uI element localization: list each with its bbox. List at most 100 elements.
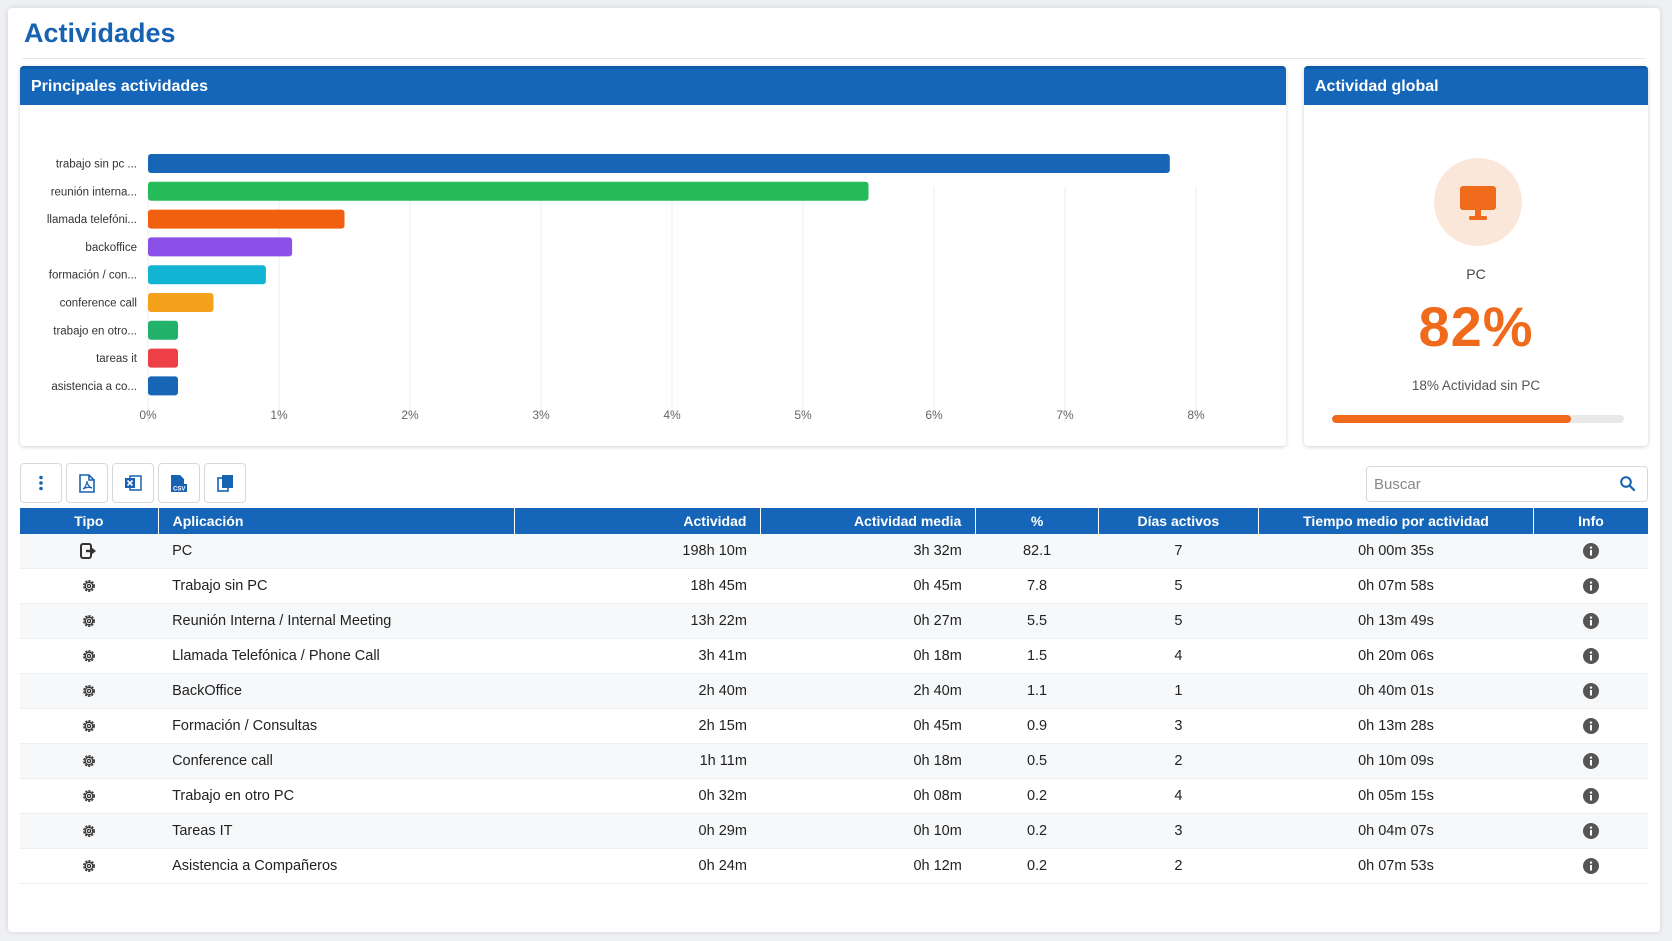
column-header-tiempo-medio[interactable]: Tiempo medio por actividad xyxy=(1258,508,1535,534)
copy-button[interactable] xyxy=(204,463,246,503)
x-tick-label: 3% xyxy=(532,408,550,422)
bar[interactable] xyxy=(148,265,266,285)
cell-actividad-media: 3h 32m xyxy=(760,534,976,569)
global-activity-percent: 82% xyxy=(1418,295,1534,358)
cell-tiempo-medio: 0h 04m 07s xyxy=(1258,813,1534,849)
search-box xyxy=(1366,466,1648,502)
cell-percent: 0.2 xyxy=(975,813,1099,849)
cell-info[interactable] xyxy=(1533,743,1648,779)
cell-actividad-media: 0h 27m xyxy=(760,603,976,639)
gear-icon xyxy=(83,580,95,592)
bar[interactable] xyxy=(148,320,178,340)
bar[interactable] xyxy=(148,209,345,229)
excel-icon xyxy=(125,475,142,491)
more-options-icon xyxy=(39,475,43,491)
cell-percent: 7.8 xyxy=(975,568,1099,604)
cell-info[interactable] xyxy=(1533,848,1648,884)
gear-icon xyxy=(83,860,95,872)
column-header-actividad-media[interactable]: Actividad media xyxy=(760,508,977,534)
bar[interactable] xyxy=(148,376,178,396)
search-input[interactable] xyxy=(1372,467,1616,501)
table-row[interactable]: Formación / Consultas 2h 15m 0h 45m 0.9 3 0h … xyxy=(20,708,1648,744)
category-label: llamada telefóni... xyxy=(47,214,137,226)
cell-dias-activos: 4 xyxy=(1098,638,1259,674)
global-activity-label: PC xyxy=(1466,266,1486,282)
column-header-dias-activos[interactable]: Días activos xyxy=(1098,508,1259,534)
category-label: trabajo en otro... xyxy=(53,325,137,337)
table-row[interactable]: Asistencia a Compañeros 0h 24m 0h 12m 0.2 2 0… xyxy=(20,848,1648,884)
bar[interactable] xyxy=(148,181,869,201)
cell-info[interactable] xyxy=(1533,778,1648,814)
search-icon[interactable] xyxy=(1620,476,1635,491)
top-activities-bar-chart: 0% 1% 2% 3% 4% 5% 6% 7% 8% trabajo sin pc ... reun… xyxy=(47,154,1205,423)
cell-actividad-media: 0h 45m xyxy=(760,568,976,604)
cell-percent: 5.5 xyxy=(975,603,1099,639)
table-row[interactable]: Tareas IT 0h 29m 0h 10m 0.2 3 0h 04m 07s xyxy=(20,813,1648,849)
table-row[interactable]: Llamada Telefónica / Phone Call 3h 41m 0h … xyxy=(20,638,1648,674)
category-label: trabajo sin pc ... xyxy=(56,159,137,171)
column-header-actividad[interactable]: Actividad xyxy=(514,508,762,534)
cell-actividad-media: 2h 40m xyxy=(760,673,976,709)
table-row[interactable]: Trabajo en otro PC 0h 32m 0h 08m 0.2 4 0h 05m… xyxy=(20,778,1648,814)
cell-tipo xyxy=(20,673,159,709)
x-tick-label: 1% xyxy=(270,408,288,422)
export-excel-button[interactable] xyxy=(112,463,154,503)
table-row[interactable]: Reunión Interna / Internal Meeting 13h 22… xyxy=(20,603,1648,639)
activities-page: Actividades Principales actividades 0% 1%… xyxy=(8,8,1660,932)
gear-icon xyxy=(83,755,95,767)
copy-icon xyxy=(216,475,233,492)
cell-percent: 82.1 xyxy=(975,534,1099,569)
cell-dias-activos: 5 xyxy=(1098,568,1259,604)
cell-aplicacion: Tareas IT xyxy=(158,813,515,849)
gear-icon xyxy=(83,825,95,837)
table-row[interactable]: Trabajo sin PC 18h 45m 0h 45m 7.8 5 0h 07m 58… xyxy=(20,568,1648,604)
table-row[interactable]: PC 198h 10m 3h 32m 82.1 7 0h 00m 35s xyxy=(20,534,1648,569)
cell-info[interactable] xyxy=(1533,813,1648,849)
more-options-button[interactable] xyxy=(20,463,62,503)
cell-actividad-media: 0h 18m xyxy=(760,743,976,779)
bar[interactable] xyxy=(148,154,1170,173)
cell-tipo xyxy=(20,534,159,569)
info-icon xyxy=(1582,613,1599,630)
pdf-icon xyxy=(79,473,95,493)
cell-info[interactable] xyxy=(1533,568,1648,604)
bar[interactable] xyxy=(148,293,214,312)
gear-icon xyxy=(83,615,95,627)
cell-info[interactable] xyxy=(1533,708,1648,744)
cell-dias-activos: 2 xyxy=(1098,848,1259,884)
cell-info[interactable] xyxy=(1533,603,1648,639)
bar[interactable] xyxy=(148,237,293,257)
cell-dias-activos: 5 xyxy=(1098,603,1259,639)
x-tick-label: 4% xyxy=(663,408,681,422)
cell-aplicacion: Asistencia a Compañeros xyxy=(158,848,515,884)
cell-info[interactable] xyxy=(1533,673,1648,709)
cell-actividad-media: 0h 08m xyxy=(760,778,976,814)
cell-aplicacion: Trabajo en otro PC xyxy=(158,778,515,814)
column-header-percent[interactable]: % xyxy=(975,508,1099,534)
column-header-aplicacion[interactable]: Aplicación xyxy=(158,508,516,534)
cell-tiempo-medio: 0h 13m 28s xyxy=(1258,708,1534,744)
table-row[interactable]: BackOffice 2h 40m 2h 40m 1.1 1 0h 40m 01s xyxy=(20,673,1648,709)
svg-text:CSV: CSV xyxy=(173,486,185,492)
info-icon xyxy=(1582,823,1599,840)
info-icon xyxy=(1582,543,1599,560)
column-header-tipo[interactable]: Tipo xyxy=(20,508,159,534)
cell-actividad-media: 0h 12m xyxy=(760,848,976,884)
cell-actividad-media: 0h 45m xyxy=(760,708,976,744)
cell-actividad: 18h 45m xyxy=(514,568,761,604)
cell-percent: 0.2 xyxy=(975,778,1099,814)
cell-percent: 0.9 xyxy=(975,708,1099,744)
bar[interactable] xyxy=(148,348,178,368)
csv-icon: CSV xyxy=(171,474,187,492)
export-csv-button[interactable]: CSV xyxy=(158,463,200,503)
category-label: tareas it xyxy=(96,353,138,365)
cell-tiempo-medio: 0h 07m 58s xyxy=(1258,568,1534,604)
cell-info[interactable] xyxy=(1533,534,1648,569)
cell-actividad: 3h 41m xyxy=(514,638,761,674)
global-activity-panel: Actividad global PC 82% 18% Actividad si… xyxy=(1304,66,1648,446)
cell-dias-activos: 4 xyxy=(1098,778,1259,814)
info-icon xyxy=(1582,753,1599,770)
cell-info[interactable] xyxy=(1533,638,1648,674)
export-pdf-button[interactable] xyxy=(66,463,108,503)
table-row[interactable]: Conference call 1h 11m 0h 18m 0.5 2 0h 10m 09… xyxy=(20,743,1648,779)
